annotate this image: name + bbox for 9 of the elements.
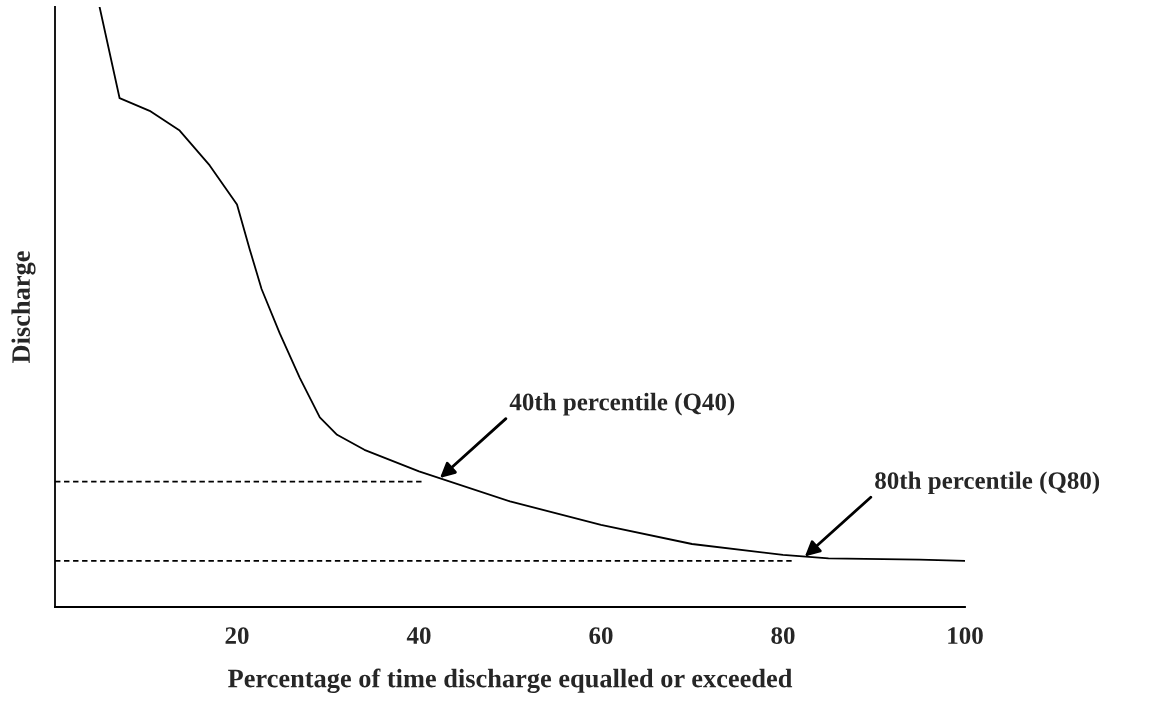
y-axis-title: Discharge	[11, 251, 36, 363]
annotation: 40th percentile (Q40)	[509, 392, 735, 416]
x-tick-label: 60	[589, 627, 613, 645]
x-tick-label: 20	[225, 627, 249, 645]
annotation: 80th percentile (Q80)	[875, 471, 1100, 495]
x-tick-label: 80	[771, 627, 795, 645]
x-axis-title: Percentage of time discharge equalled or exceeded	[228, 668, 793, 693]
x-tick-label: 100	[948, 627, 983, 645]
x-tick-label: 40	[406, 627, 431, 645]
